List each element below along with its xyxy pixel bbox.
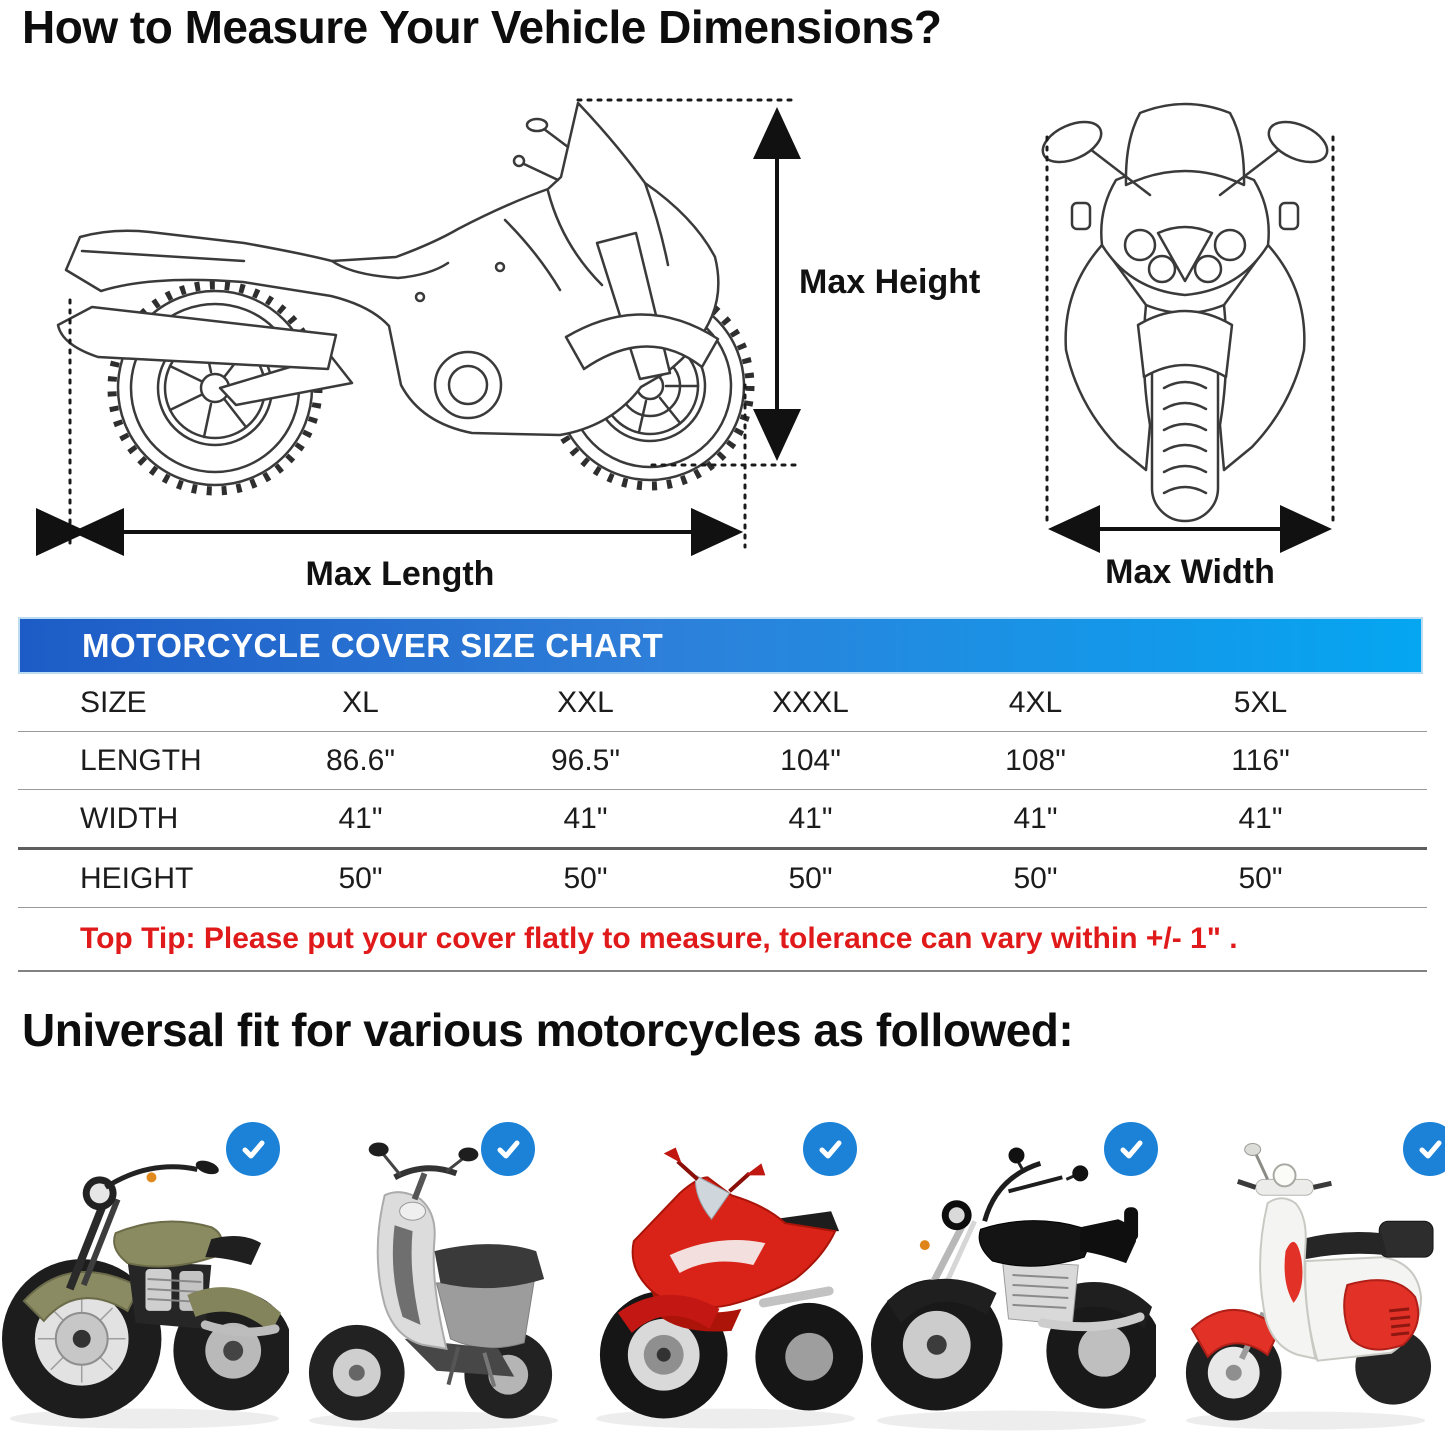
table-row-height: HEIGHT 50" 50" 50" 50" 50" <box>18 850 1427 908</box>
table-row-length: LENGTH 86.6" 96.5" 104" 108" 116" <box>18 732 1427 790</box>
column-header-xl: XL <box>342 685 379 719</box>
red-white-vintage-scooter-illustration <box>1185 1142 1434 1430</box>
front-view-motorcycle-drawing <box>1041 102 1329 523</box>
motorcycle-tile-scooter-gray <box>289 1095 578 1433</box>
size-chart-tip-row: Top Tip: Please put your cover flatly to… <box>18 908 1427 972</box>
red-sportbike-illustration <box>595 1147 864 1429</box>
width-xxxl: 41" <box>788 801 833 835</box>
motorcycle-gallery <box>0 1095 1445 1433</box>
olive-cruiser-illustration <box>1 1160 289 1429</box>
height-5xl: 50" <box>1238 861 1283 895</box>
height-xxxl: 50" <box>788 861 833 895</box>
length-xl: 86.6" <box>325 743 396 777</box>
column-header-xxl: XXL <box>557 685 614 719</box>
column-header-xxxl: XXXL <box>772 685 849 719</box>
max-height-label: Max Height <box>799 263 981 301</box>
dimension-guides <box>36 98 1335 556</box>
top-tip-text: Top Tip: Please put your cover flatly to… <box>80 922 1238 955</box>
column-header-5xl: 5XL <box>1233 685 1288 719</box>
size-chart-columns-row: SIZE XL XXL XXXL 4XL 5XL <box>18 674 1427 732</box>
width-xxl: 41" <box>563 801 608 835</box>
size-chart-header-bar: MOTORCYCLE COVER SIZE CHART <box>18 617 1423 674</box>
check-icon <box>1403 1122 1445 1176</box>
height-xxl: 50" <box>563 861 608 895</box>
table-row-width: WIDTH 41" 41" 41" 41" 41" <box>18 790 1427 850</box>
motorcycle-tile-cruiser-black <box>867 1095 1158 1433</box>
row-label-width: WIDTH <box>80 801 179 835</box>
gray-scooter-illustration <box>308 1142 559 1430</box>
height-4xl: 50" <box>1013 861 1058 895</box>
length-xxxl: 104" <box>780 743 841 777</box>
page-title: How to Measure Your Vehicle Dimensions? <box>22 1 942 53</box>
size-chart: MOTORCYCLE COVER SIZE CHART SIZE XL XXL … <box>18 617 1427 972</box>
check-icon <box>803 1122 857 1176</box>
side-view-motorcycle-drawing <box>56 101 755 496</box>
height-xl: 50" <box>338 861 383 895</box>
check-icon <box>1104 1122 1158 1176</box>
measurement-diagram-art <box>36 98 1335 556</box>
length-xxl: 96.5" <box>550 743 621 777</box>
max-width-label: Max Width <box>1105 553 1275 591</box>
measurement-diagram: Max Length Max Height Max Width <box>0 85 1445 605</box>
width-4xl: 41" <box>1013 801 1058 835</box>
length-4xl: 108" <box>1005 743 1066 777</box>
width-xl: 41" <box>338 801 383 835</box>
row-label-height: HEIGHT <box>80 861 194 895</box>
max-length-label: Max Length <box>305 555 495 593</box>
column-header-4xl: 4XL <box>1008 685 1063 719</box>
length-5xl: 116" <box>1231 743 1290 777</box>
motorcycle-tile-vintage-scooter-red-white <box>1156 1095 1445 1433</box>
motorcycle-tile-sportbike-red <box>578 1095 867 1433</box>
black-cruiser-illustration <box>870 1147 1156 1431</box>
width-5xl: 41" <box>1238 801 1283 835</box>
check-icon <box>226 1122 280 1176</box>
check-icon <box>481 1122 535 1176</box>
motorcycle-tile-cruiser-olive <box>0 1095 289 1433</box>
universal-fit-heading: Universal fit for various motorcycles as… <box>22 1004 1074 1056</box>
column-header-size: SIZE <box>80 685 147 719</box>
row-label-length: LENGTH <box>80 743 202 777</box>
size-chart-title: MOTORCYCLE COVER SIZE CHART <box>82 626 664 664</box>
